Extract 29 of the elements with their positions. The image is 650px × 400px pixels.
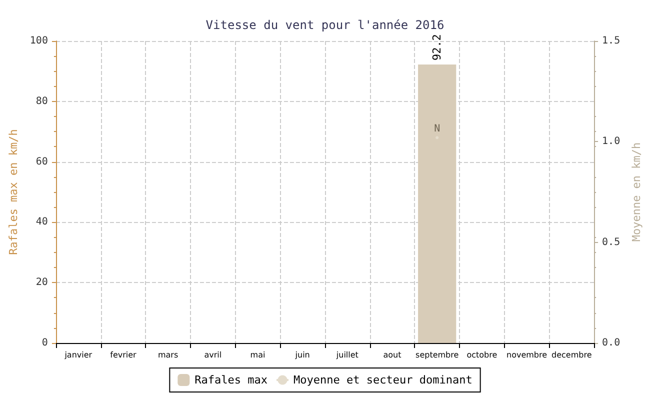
y2-tick-label: 1.5 — [602, 36, 620, 46]
x-tick-label: decembre — [552, 350, 592, 360]
y2-tick-label: 1.0 — [602, 136, 620, 148]
chart-title: Vitesse du vent pour l'année 2016 — [206, 18, 444, 32]
legend-label: Moyenne et secteur dominant — [294, 374, 472, 386]
x-tick-label: mai — [250, 350, 266, 360]
y2-tick-label: 0.0 — [602, 338, 620, 348]
data-label: 92.2 — [430, 34, 444, 61]
x-tick-label: janvier — [64, 350, 93, 360]
x-tick-label: aout — [383, 350, 402, 360]
x-tick-label: juin — [294, 350, 310, 360]
legend-label: Rafales max — [194, 374, 268, 386]
x-tick-label: novembre — [506, 350, 548, 360]
y-tick-label: 40 — [36, 216, 48, 228]
y-tick-label: 0 — [42, 338, 48, 348]
x-tick-label: octobre — [466, 350, 498, 360]
data-label: N — [434, 124, 440, 135]
x-tick-label: juillet — [335, 350, 358, 360]
y-tick-label: 100 — [30, 36, 48, 46]
x-tick-label: fevrier — [110, 350, 138, 360]
y-tick-label: 20 — [36, 277, 48, 288]
y2-tick-label: 0.5 — [602, 236, 620, 248]
y-axis-title: Rafales max en km/h — [7, 129, 20, 255]
y2-axis-title: Moyenne en km/h — [630, 142, 643, 242]
x-tick-label: septembre — [416, 350, 459, 360]
y-tick-label: 60 — [36, 156, 48, 168]
x-tick-label: mars — [158, 350, 178, 360]
x-tick-label: avril — [204, 350, 222, 360]
y-tick-label: 80 — [36, 96, 48, 107]
